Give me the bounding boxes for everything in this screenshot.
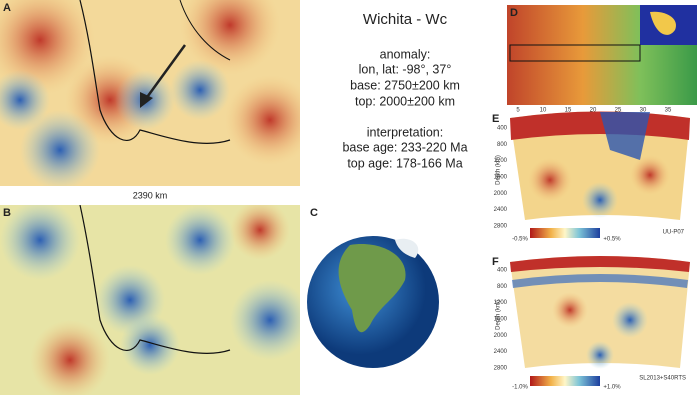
inset-continent xyxy=(650,11,676,35)
depth-tick-label: 2800 xyxy=(494,224,508,230)
colorbar-label: -1.0% xyxy=(512,385,528,391)
panel-label: A xyxy=(3,2,11,14)
section-f xyxy=(510,256,690,386)
panel-label: D xyxy=(510,7,518,19)
section-box xyxy=(509,44,641,62)
depth-tick-label: 400 xyxy=(497,126,508,132)
scale-label: 2390 km xyxy=(133,190,168,200)
top-tick-label: 15 xyxy=(565,108,572,114)
top-tick-label: 25 xyxy=(615,108,622,114)
map-b xyxy=(0,205,300,395)
top-tick-label: 35 xyxy=(665,108,672,114)
top-tick-label: 20 xyxy=(590,108,597,114)
map-a xyxy=(0,0,300,186)
top-tick-label: 5 xyxy=(516,108,520,114)
depth-tick-label: 2000 xyxy=(494,191,508,197)
depth-tick-label: 2000 xyxy=(494,333,508,339)
continent xyxy=(395,238,419,258)
panel-label: B xyxy=(3,207,11,219)
info-text: top age: 178-166 Ma xyxy=(347,156,462,170)
info-text: top: 2000±200 km xyxy=(355,94,455,108)
depth-tick-label: 1600 xyxy=(494,317,508,323)
depth-tick-label: 2800 xyxy=(494,366,508,372)
info-text: interpretation: xyxy=(367,125,443,139)
depth-tick-label: 2400 xyxy=(494,349,508,355)
colorbar-label: +1.0% xyxy=(603,385,621,391)
info-text: base age: 233-220 Ma xyxy=(342,140,467,154)
colorbar-label: -0.5% xyxy=(512,237,528,243)
axis-label: Depth (km) xyxy=(496,155,502,185)
title: Wichita - Wc xyxy=(363,11,448,28)
top-tick-label: 30 xyxy=(640,108,647,114)
panel-label: E xyxy=(492,113,499,125)
section-e xyxy=(510,111,690,238)
model-label: SL2013+S40RTS xyxy=(639,376,686,382)
depth-tick-label: 1600 xyxy=(494,175,508,181)
depth-tick-label: 2400 xyxy=(494,207,508,213)
model-label: UU-P07 xyxy=(663,230,685,236)
axis-label: Depth (km) xyxy=(496,300,502,330)
depth-tick-label: 1200 xyxy=(494,158,508,164)
top-tick-label: 10 xyxy=(540,108,547,114)
depth-tick-label: 1200 xyxy=(494,300,508,306)
depth-tick-label: 800 xyxy=(497,142,508,148)
info-text: anomaly: xyxy=(380,47,431,61)
panel-label: F xyxy=(492,256,499,268)
depth-tick-label: 800 xyxy=(497,284,508,290)
depth-tick-label: 400 xyxy=(497,268,508,274)
info-text: base: 2750±200 km xyxy=(350,78,460,92)
info-text: lon, lat: -98°, 37° xyxy=(359,62,452,76)
panel-label: C xyxy=(310,207,318,219)
colorbar-label: +0.5% xyxy=(603,237,621,243)
continent xyxy=(338,244,406,333)
